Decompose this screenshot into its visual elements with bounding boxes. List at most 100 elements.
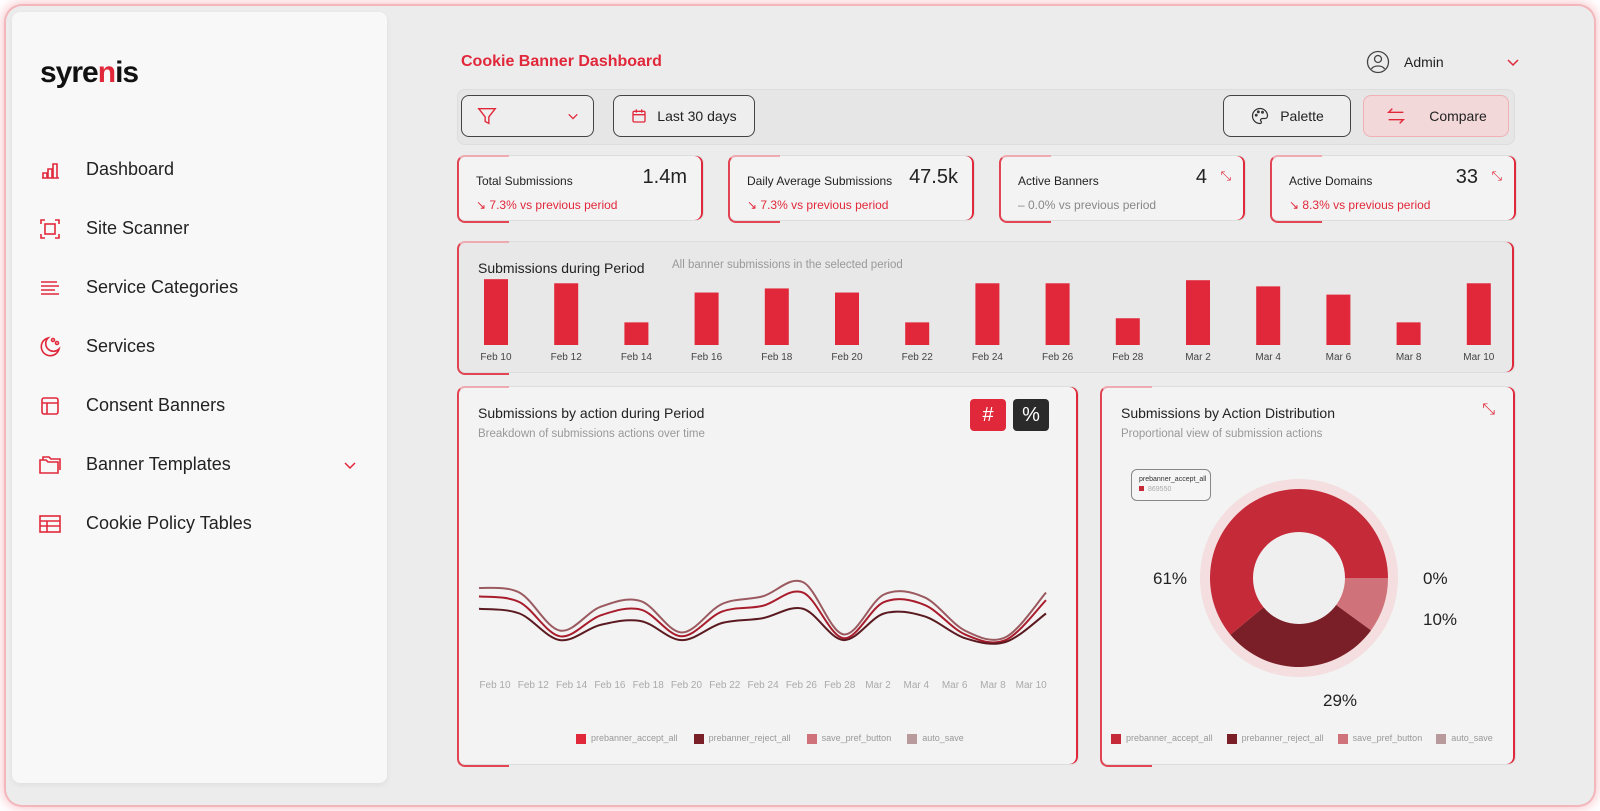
sidebar-item-cookie-policy-tables[interactable]: Cookie Policy Tables xyxy=(12,494,387,553)
legend-item[interactable]: save_pref_button xyxy=(806,733,891,744)
x-tick-label: Feb 20 xyxy=(671,680,703,691)
x-tick-label: Feb 16 xyxy=(594,680,626,691)
donut-hole xyxy=(1253,532,1345,624)
palette-button[interactable]: Palette xyxy=(1223,95,1351,137)
bar xyxy=(905,322,930,345)
x-tick-label: Feb 14 xyxy=(621,352,653,363)
count-toggle[interactable]: # xyxy=(970,399,1006,431)
palette-label: Palette xyxy=(1280,108,1324,124)
x-tick-label: Feb 10 xyxy=(479,680,511,691)
legend-item[interactable]: prebanner_accept_all xyxy=(1111,733,1213,744)
sidebar-item-label: Services xyxy=(86,336,156,356)
stat-card-active-banners: Active Banners 4 ⤡ – 0.0% vs previous pe… xyxy=(999,155,1246,223)
slice-label: 61% xyxy=(1153,569,1188,588)
stat-label: Daily Average Submissions xyxy=(747,174,893,188)
x-tick-label: Mar 2 xyxy=(865,680,891,691)
filter-icon xyxy=(477,107,497,125)
stat-label: Active Banners xyxy=(1018,174,1099,188)
sidebar-item-site-scanner[interactable]: Site Scanner xyxy=(12,199,387,258)
slice-label: 10% xyxy=(1423,610,1458,629)
chevron-down-icon[interactable] xyxy=(343,458,357,472)
x-tick-label: Feb 26 xyxy=(1042,352,1074,363)
chart-subtitle: Breakdown of submissions actions over ti… xyxy=(478,428,705,440)
collapse-icon[interactable]: ⤡ xyxy=(1491,168,1502,183)
sidebar-item-label: Service Categories xyxy=(86,277,239,297)
x-tick-label: Mar 6 xyxy=(942,680,968,691)
toolbar: Last 30 days Palette Compare xyxy=(457,89,1515,145)
x-tick-label: Feb 22 xyxy=(902,352,934,363)
stat-change: ↘ 7.3% vs previous period xyxy=(476,198,618,212)
chevron-down-icon xyxy=(1507,59,1519,67)
user-menu[interactable]: Admin xyxy=(1366,50,1519,74)
x-tick-label: Feb 28 xyxy=(824,680,856,691)
donut-slice xyxy=(1230,604,1372,667)
tooltip-value: 869550 xyxy=(1148,486,1172,493)
date-range-label: Last 30 days xyxy=(657,108,737,124)
donut-slice xyxy=(1335,578,1388,631)
stat-value: 4 xyxy=(1195,166,1207,188)
chart-title: Submissions during Period xyxy=(478,260,645,276)
x-tick-label: Mar 4 xyxy=(904,680,930,691)
chart-subtitle: Proportional view of submission actions xyxy=(1121,428,1323,440)
bar xyxy=(694,292,719,345)
sidebar-nav: Dashboard Site Scanner Service Categorie… xyxy=(12,140,387,553)
bar xyxy=(1256,286,1281,345)
stat-label: Total Submissions xyxy=(476,174,573,188)
x-tick-label: Feb 28 xyxy=(1112,352,1144,363)
sidebar-item-banner-templates[interactable]: Banner Templates xyxy=(12,435,387,494)
legend-item[interactable]: prebanner_reject_all xyxy=(693,733,791,744)
chart-subtitle: All banner submissions in the selected p… xyxy=(672,259,903,271)
percent-toggle[interactable]: % xyxy=(1013,399,1049,431)
stat-label: Active Domains xyxy=(1289,174,1373,188)
sidebar-item-service-categories[interactable]: Service Categories xyxy=(12,258,387,317)
sidebar-item-label: Banner Templates xyxy=(86,454,231,474)
tooltip-label: prebanner_accept_all xyxy=(1139,476,1207,483)
collapse-icon[interactable]: ⤡ xyxy=(1220,168,1231,183)
sidebar-item-dashboard[interactable]: Dashboard xyxy=(12,140,387,199)
slice-label: 0% xyxy=(1423,569,1448,588)
bar xyxy=(1466,283,1491,345)
compare-button[interactable]: Compare xyxy=(1363,95,1509,137)
sidebar-item-label: Cookie Policy Tables xyxy=(86,513,252,533)
x-tick-label: Mar 8 xyxy=(1396,352,1422,363)
swap-arrows-icon xyxy=(1387,108,1406,124)
bar xyxy=(1186,280,1210,345)
x-tick-label: Feb 18 xyxy=(761,352,793,363)
bar xyxy=(624,322,649,345)
stat-card-daily-average: Daily Average Submissions 47.5k ↘ 7.3% v… xyxy=(728,155,975,223)
x-tick-label: Feb 12 xyxy=(518,680,550,691)
sidebar-item-consent-banners[interactable]: Consent Banners xyxy=(12,376,387,435)
x-tick-label: Feb 14 xyxy=(556,680,588,691)
collapse-icon[interactable]: ⤡ xyxy=(1482,401,1495,418)
x-tick-label: Feb 18 xyxy=(633,680,665,691)
slice-label: 29% xyxy=(1323,691,1358,710)
sidebar-item-services[interactable]: Services xyxy=(12,317,387,376)
donut-chart xyxy=(1200,479,1398,677)
lines-icon xyxy=(41,280,59,295)
x-tick-label: Feb 24 xyxy=(748,680,780,691)
sidebar-item-label: Dashboard xyxy=(86,159,175,179)
donut-chart-card: Submissions by Action Distribution Propo… xyxy=(1100,386,1516,767)
sidebar-item-label: Consent Banners xyxy=(86,395,226,415)
legend-item[interactable]: save_pref_button xyxy=(1337,733,1422,744)
x-tick-label: Mar 10 xyxy=(1463,352,1495,363)
legend-item[interactable]: prebanner_reject_all xyxy=(1226,733,1324,744)
x-tick-label: Mar 4 xyxy=(1255,352,1281,363)
logo: syrenis xyxy=(40,56,139,89)
bar-chart-card: Submissions during Period All banner sub… xyxy=(457,241,1515,375)
layout-icon xyxy=(41,396,59,415)
scan-icon xyxy=(40,218,60,239)
stat-value: 47.5k xyxy=(909,166,958,188)
bar xyxy=(764,288,789,345)
legend-item[interactable]: auto_save xyxy=(1436,733,1493,744)
date-range-button[interactable]: Last 30 days xyxy=(613,95,755,137)
calendar-icon xyxy=(632,109,646,123)
folder-icon xyxy=(39,455,61,474)
filter-dropdown[interactable] xyxy=(461,95,594,137)
stat-value: 33 xyxy=(1455,166,1478,188)
x-tick-label: Feb 26 xyxy=(786,680,818,691)
legend-item[interactable]: prebanner_accept_all xyxy=(576,733,678,744)
x-tick-label: Mar 2 xyxy=(1185,352,1211,363)
palette-icon xyxy=(1252,107,1269,125)
legend-item[interactable]: auto_save xyxy=(907,733,964,744)
